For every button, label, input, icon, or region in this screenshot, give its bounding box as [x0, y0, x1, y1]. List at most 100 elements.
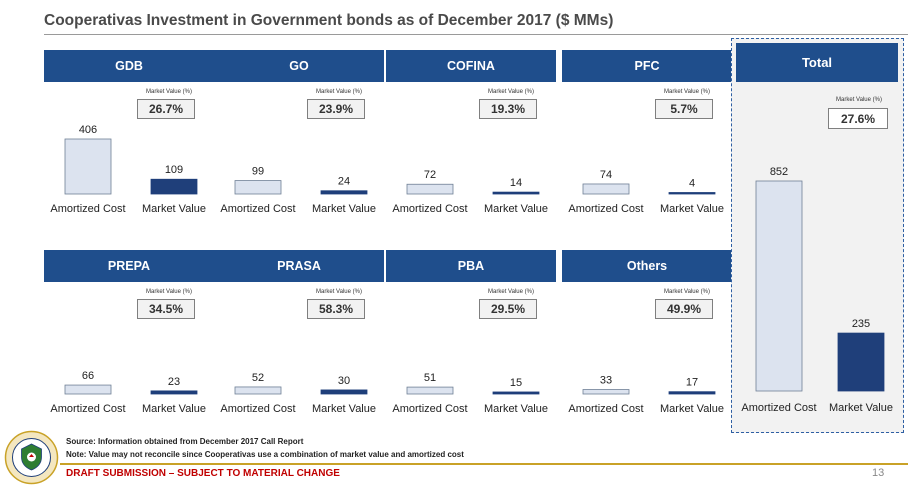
data-label: 17	[686, 377, 698, 389]
market-value-percent: 34.5%	[137, 299, 195, 319]
market-value-percent: 49.9%	[655, 299, 713, 319]
panel-header: COFINA	[386, 50, 556, 82]
bar-amortized-cost	[406, 386, 454, 395]
panel-3: PFC Market Value (%) 5.7% 74 Amortized Cost 4…	[562, 50, 732, 228]
bar-amortized-cost	[582, 183, 630, 195]
panel-0: GDB Market Value (%) 26.7% 406 Amortized Cos…	[44, 50, 214, 228]
panel-header: PRASA	[214, 250, 384, 282]
total-bar-chart: 852 Amortized Cost 235 Market Value	[741, 166, 893, 414]
data-label: 51	[424, 372, 436, 384]
bar-amortized-cost	[234, 180, 282, 195]
market-value-caption: Market Value (%)	[146, 289, 192, 295]
bar-market-value	[668, 192, 716, 195]
title-divider	[44, 34, 908, 35]
category-label: Amortized Cost	[220, 203, 295, 215]
bar-chart: 72 Amortized Cost 14 Market Value	[392, 169, 548, 215]
category-label: Market Value	[660, 203, 724, 215]
panel-1: GO Market Value (%) 23.9% 99 Amortized Cost 2…	[214, 50, 384, 228]
data-label: 235	[852, 318, 870, 330]
bar-chart: 99 Amortized Cost 24 Market Value	[220, 166, 376, 215]
bar-market-value	[320, 389, 368, 395]
panel-4: PREPA Market Value (%) 34.5% 66 Amortized Co…	[44, 250, 214, 428]
category-label: Market Value	[312, 203, 376, 215]
bar-amortized-cost	[755, 180, 803, 392]
data-label: 406	[79, 124, 97, 136]
market-value-percent: 23.9%	[307, 99, 365, 119]
data-label: 33	[600, 375, 612, 387]
bar-market-value	[150, 390, 198, 395]
bar-amortized-cost	[64, 384, 112, 395]
panel-header: GDB	[44, 50, 214, 82]
footer-divider	[60, 463, 908, 465]
data-label: 24	[338, 176, 350, 188]
category-label: Market Value	[829, 402, 893, 414]
data-label: 52	[252, 372, 264, 384]
category-label: Market Value	[484, 203, 548, 215]
market-value-caption: Market Value (%)	[316, 89, 362, 95]
page-number: 13	[872, 467, 885, 479]
bar-chart: 66 Amortized Cost 23 Market Value	[50, 370, 206, 415]
draft-notice: DRAFT SUBMISSION – SUBJECT TO MATERIAL C…	[66, 468, 340, 479]
data-label: 30	[338, 375, 350, 387]
category-label: Market Value	[660, 403, 724, 415]
market-value-caption: Market Value (%)	[146, 89, 192, 95]
data-label: 4	[689, 178, 695, 190]
bar-chart: 51 Amortized Cost 15 Market Value	[392, 372, 548, 415]
panel-5: PRASA Market Value (%) 58.3% 52 Amortized Co…	[214, 250, 384, 428]
category-label: Market Value	[484, 403, 548, 415]
category-label: Amortized Cost	[220, 403, 295, 415]
category-label: Amortized Cost	[568, 403, 643, 415]
bar-market-value	[837, 332, 885, 392]
panel-header: Others	[562, 250, 732, 282]
category-label: Market Value	[142, 403, 206, 415]
bar-market-value	[492, 391, 540, 395]
bar-amortized-cost	[64, 138, 112, 195]
bar-chart: 74 Amortized Cost 4 Market Value	[568, 169, 724, 215]
bar-market-value	[320, 190, 368, 195]
market-value-percent: 29.5%	[479, 299, 537, 319]
bar-amortized-cost	[234, 386, 282, 395]
panel-6: PBA Market Value (%) 29.5% 51 Amortized Cost…	[386, 250, 556, 428]
data-label: 852	[770, 166, 788, 178]
market-value-caption: Market Value (%)	[836, 97, 882, 103]
panel-2: COFINA Market Value (%) 19.3% 72 Amortized C…	[386, 50, 556, 228]
bar-amortized-cost	[582, 389, 630, 395]
category-label: Amortized Cost	[392, 203, 467, 215]
market-value-caption: Market Value (%)	[316, 289, 362, 295]
panel-header: PFC	[562, 50, 732, 82]
bar-amortized-cost	[406, 183, 454, 195]
panel-header: GO	[214, 50, 384, 82]
bar-market-value	[150, 178, 198, 195]
category-label: Amortized Cost	[50, 403, 125, 415]
market-value-percent: 5.7%	[655, 99, 713, 119]
market-value-percent: 26.7%	[137, 99, 195, 119]
data-label: 14	[510, 177, 522, 189]
market-value-caption: Market Value (%)	[488, 89, 534, 95]
data-label: 72	[424, 169, 436, 181]
panel-header: PREPA	[44, 250, 214, 282]
bar-chart: 406 Amortized Cost 109 Market Value	[50, 124, 206, 215]
data-label: 66	[82, 370, 94, 382]
government-seal-icon	[4, 430, 59, 485]
source-note: Source: Information obtained from Decemb…	[66, 437, 304, 446]
bar-market-value	[668, 391, 716, 395]
bar-chart: 33 Amortized Cost 17 Market Value	[568, 375, 724, 415]
page-title: Cooperativas Investment in Government bo…	[44, 12, 614, 29]
market-value-percent: 19.3%	[479, 99, 537, 119]
data-label: 74	[600, 169, 612, 181]
market-value-percent: 27.6%	[828, 108, 888, 129]
category-label: Amortized Cost	[568, 203, 643, 215]
reconcile-note: Note: Value may not reconcile since Coop…	[66, 450, 464, 459]
category-label: Amortized Cost	[741, 402, 816, 414]
bar-market-value	[492, 191, 540, 195]
bar-chart: 52 Amortized Cost 30 Market Value	[220, 372, 376, 415]
market-value-percent: 58.3%	[307, 299, 365, 319]
data-label: 99	[252, 166, 264, 178]
market-value-caption: Market Value (%)	[664, 89, 710, 95]
market-value-caption: Market Value (%)	[664, 289, 710, 295]
panel-header: PBA	[386, 250, 556, 282]
data-label: 15	[510, 377, 522, 389]
category-label: Amortized Cost	[50, 203, 125, 215]
category-label: Market Value	[142, 203, 206, 215]
category-label: Market Value	[312, 403, 376, 415]
